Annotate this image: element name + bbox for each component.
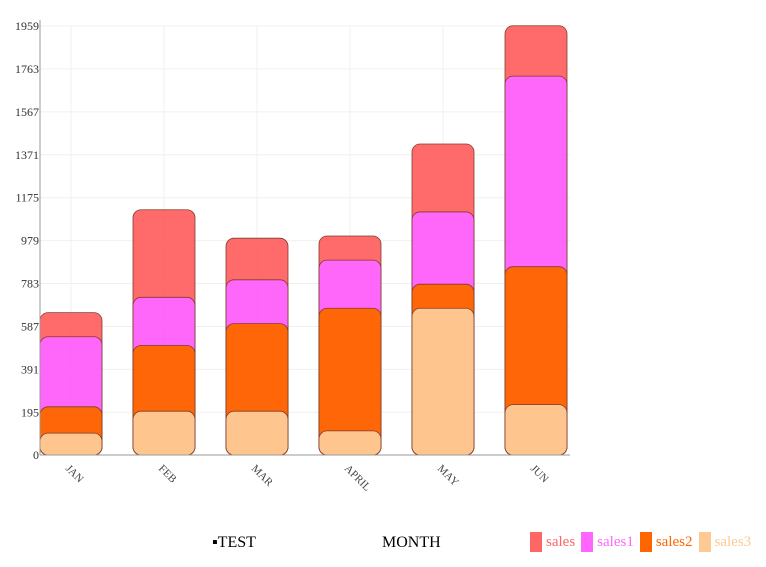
chart-title: ▪TEST <box>212 534 256 552</box>
title-marker: ▪ <box>212 534 218 551</box>
legend-item-sales2[interactable]: sales2 <box>639 532 693 552</box>
y-tick-label: 587 <box>21 319 39 333</box>
y-axis-ticks: 0 195 391 587 783 979 1175 1371 1567 1763 1959 <box>15 19 39 462</box>
y-tick-label: 391 <box>21 362 39 376</box>
chart-axes <box>39 20 570 456</box>
y-tick-label: 0 <box>33 448 39 462</box>
y-tick-label: 1567 <box>15 105 39 119</box>
bar-segment-sales3-mar[interactable] <box>225 410 289 456</box>
y-tick-label: 979 <box>21 234 39 248</box>
bar-segment-sales3-jan[interactable] <box>39 432 103 456</box>
legend-label: sales2 <box>655 533 693 550</box>
x-tick-label: MAY <box>435 463 461 489</box>
legend-label: sales3 <box>714 533 752 550</box>
bar-segment-sales3-feb[interactable] <box>132 410 196 456</box>
legend-item-sales[interactable]: sales <box>530 532 575 552</box>
chart-grid <box>40 25 570 456</box>
legend-swatch <box>581 532 594 552</box>
x-tick-label: JAN <box>63 463 86 486</box>
legend-swatch <box>530 532 542 552</box>
y-tick-label: 1175 <box>15 191 39 205</box>
legend-swatch <box>698 532 711 552</box>
chart-legend: sales sales1 sales2 sales3 <box>530 532 757 552</box>
legend-label: sales1 <box>597 533 634 550</box>
y-tick-label: 783 <box>21 277 39 291</box>
bar-segment-sales3-april[interactable] <box>318 430 382 456</box>
bar-segment-sales3-jun[interactable] <box>504 404 568 456</box>
legend-swatch <box>639 532 652 552</box>
bar-segment-sales3-may[interactable] <box>411 307 475 456</box>
x-axis-label: MONTH <box>382 534 441 551</box>
y-tick-label: 1371 <box>15 148 39 162</box>
x-tick-label: JUN <box>528 463 551 486</box>
x-tick-label: MAR <box>249 463 276 490</box>
legend-label: sales <box>546 533 576 550</box>
chart-bars <box>39 25 568 456</box>
y-tick-label: 1959 <box>15 19 39 33</box>
legend-item-sales3[interactable]: sales3 <box>698 532 752 552</box>
x-axis-ticks: JAN FEB MAR APRIL MAY JUN <box>63 463 551 494</box>
y-tick-label: 195 <box>21 405 39 419</box>
legend-item-sales1[interactable]: sales1 <box>581 532 634 552</box>
title-text: TEST <box>217 534 256 551</box>
x-tick-label: FEB <box>156 463 179 486</box>
x-tick-label: APRIL <box>342 463 373 494</box>
y-tick-label: 1763 <box>15 62 39 76</box>
